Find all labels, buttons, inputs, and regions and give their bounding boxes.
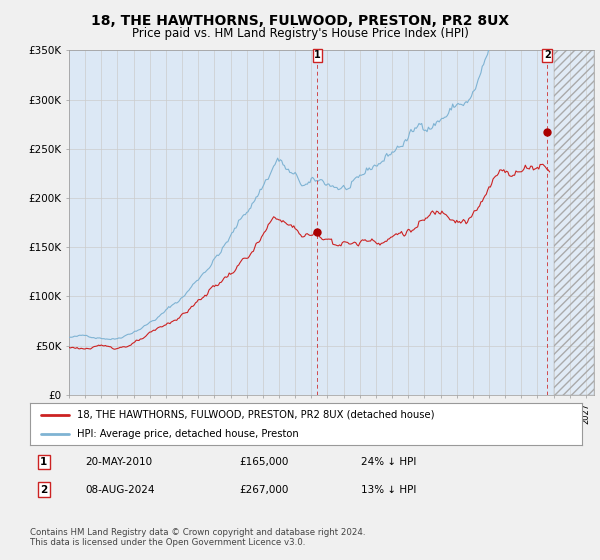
Text: 08-AUG-2024: 08-AUG-2024 xyxy=(85,484,155,494)
Text: 24% ↓ HPI: 24% ↓ HPI xyxy=(361,456,416,466)
Text: 2: 2 xyxy=(544,50,551,60)
Text: 2: 2 xyxy=(40,484,47,494)
Text: 20-MAY-2010: 20-MAY-2010 xyxy=(85,456,152,466)
Text: 1: 1 xyxy=(40,456,47,466)
Text: 18, THE HAWTHORNS, FULWOOD, PRESTON, PR2 8UX: 18, THE HAWTHORNS, FULWOOD, PRESTON, PR2… xyxy=(91,14,509,28)
Text: 13% ↓ HPI: 13% ↓ HPI xyxy=(361,484,416,494)
Text: 1: 1 xyxy=(314,50,321,60)
Text: £165,000: £165,000 xyxy=(240,456,289,466)
Text: Price paid vs. HM Land Registry's House Price Index (HPI): Price paid vs. HM Land Registry's House … xyxy=(131,27,469,40)
Text: HPI: Average price, detached house, Preston: HPI: Average price, detached house, Pres… xyxy=(77,429,299,439)
Text: 18, THE HAWTHORNS, FULWOOD, PRESTON, PR2 8UX (detached house): 18, THE HAWTHORNS, FULWOOD, PRESTON, PR2… xyxy=(77,409,434,419)
Text: Contains HM Land Registry data © Crown copyright and database right 2024.
This d: Contains HM Land Registry data © Crown c… xyxy=(30,528,365,547)
Text: £267,000: £267,000 xyxy=(240,484,289,494)
